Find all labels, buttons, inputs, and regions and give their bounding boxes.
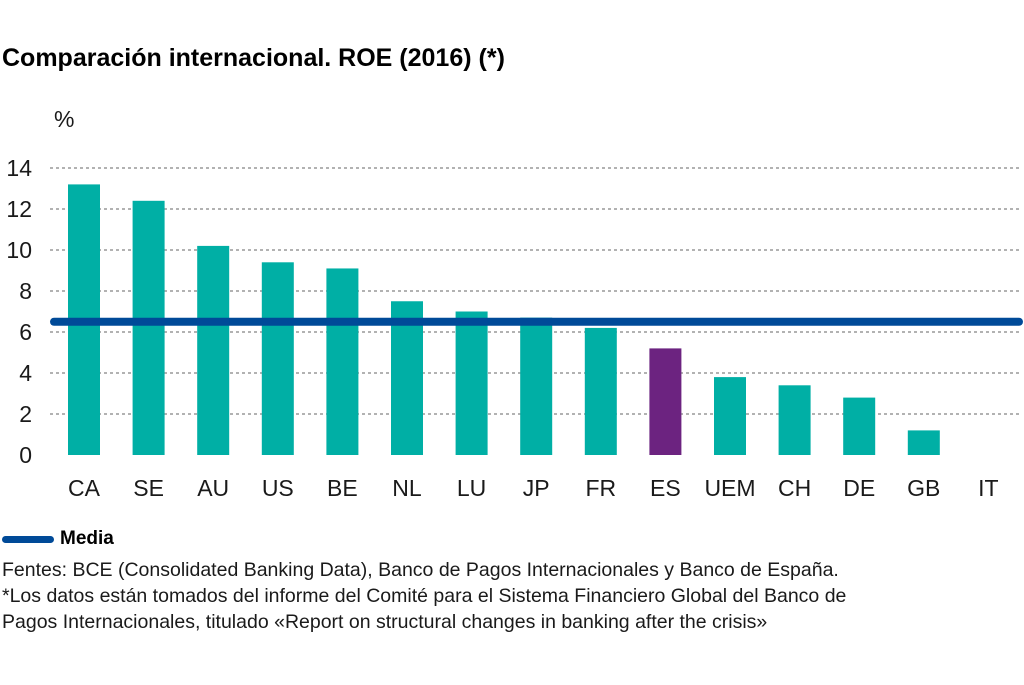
y-tick-label: 2 (19, 401, 32, 427)
x-tick-label: CH (778, 475, 811, 501)
x-tick-label: DE (843, 475, 875, 501)
chart-title: Comparación internacional. ROE (2016) (*… (2, 44, 505, 72)
bar-fr (584, 327, 617, 455)
x-tick-label: GB (907, 475, 940, 501)
y-tick-label: 12 (6, 196, 32, 222)
x-tick-label: UEM (704, 475, 755, 501)
bar-jp (520, 317, 553, 455)
sources-text: Fentes: BCE (Consolidated Banking Data),… (2, 559, 839, 581)
x-tick-label: NL (392, 475, 422, 501)
bar-de (843, 397, 876, 455)
bar-au (197, 245, 230, 455)
y-tick-label: 8 (19, 278, 32, 304)
y-tick-label: 0 (19, 442, 32, 468)
bar-ch (778, 385, 811, 455)
y-axis-ticks: 0 2 4 6 8 10 12 14 (6, 155, 32, 468)
bar-es (649, 348, 682, 455)
bar-be (326, 268, 359, 455)
source-notes: Fentes: BCE (Consolidated Banking Data),… (2, 557, 1022, 635)
x-tick-label: FR (585, 475, 616, 501)
legend: Media (2, 528, 114, 550)
y-tick-label: 4 (19, 360, 32, 386)
bar-uem (714, 377, 746, 455)
x-tick-label: ES (650, 475, 681, 501)
x-tick-label: AU (197, 475, 229, 501)
x-axis-labels: CA SE AU US BE NL LU JP FR ES UEM CH DE GB IT (68, 475, 999, 501)
bar-lu (455, 311, 488, 455)
x-tick-label: US (262, 475, 294, 501)
bar-gb (907, 430, 940, 455)
bar-se (132, 200, 165, 455)
x-tick-label: CA (68, 475, 101, 501)
y-tick-label: 10 (6, 237, 32, 263)
x-tick-label: BE (327, 475, 358, 501)
y-tick-label: 6 (19, 319, 32, 345)
x-tick-label: LU (457, 475, 486, 501)
x-tick-label: SE (133, 475, 164, 501)
bar-us (261, 262, 294, 455)
roe-bar-chart: % 0 2 4 6 8 10 12 14 CA SE AU US BE NL LU JP FR ES UEM CH D… (6, 106, 1023, 501)
legend-mean-label: Media (60, 528, 114, 549)
y-tick-label: 14 (6, 155, 32, 181)
x-tick-label: JP (523, 475, 550, 501)
footnote-line-2: Pagos Internacionales, titulado «Report … (2, 611, 768, 633)
x-tick-label: IT (978, 475, 998, 501)
bar-nl (391, 301, 423, 455)
footnote-line-1: *Los datos están tomados del informe del… (2, 585, 847, 607)
y-axis-unit-label: % (54, 106, 74, 132)
legend-mean-swatch (2, 535, 54, 543)
